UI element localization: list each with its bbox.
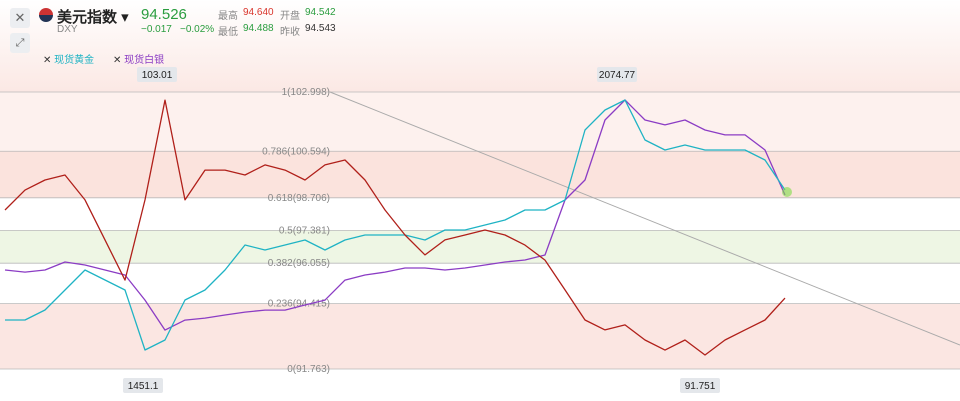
series-line — [4, 99, 786, 331]
code: DXY — [57, 24, 78, 35]
series-line — [5, 99, 786, 351]
annotation-box — [597, 67, 637, 82]
level-label: 0.786(100.594) — [262, 146, 330, 157]
level-label: 0.5(97.381) — [279, 225, 330, 236]
band — [0, 230, 960, 264]
open: 94.542 — [305, 7, 336, 18]
level-label: 1(102.998) — [282, 87, 330, 98]
flag-icon — [39, 8, 53, 22]
live-dot — [782, 187, 792, 197]
legend-label: 现货白银 — [124, 55, 165, 66]
title[interactable]: 美元指数 ▾ — [57, 9, 129, 26]
low: 94.488 — [243, 23, 274, 34]
annotation: 103.01 — [142, 70, 173, 81]
band — [0, 197, 960, 231]
high: 94.640 — [243, 7, 274, 18]
annotation: 91.751 — [685, 381, 716, 392]
change-pct: −0.02% — [180, 24, 215, 35]
level-label: 0(91.763) — [287, 364, 330, 375]
prev-label: 昨收 — [280, 27, 300, 38]
tool-button[interactable]: ⤢ — [10, 33, 30, 53]
annotation-box — [137, 67, 177, 82]
legend-label: 现货黄金 — [54, 55, 95, 66]
band — [0, 92, 960, 152]
trend-line — [329, 91, 960, 346]
series-line — [4, 99, 786, 356]
title-text: 美元指数 — [57, 9, 118, 26]
change: −0.017 — [141, 24, 172, 35]
annotation: 2074.77 — [599, 70, 636, 81]
level-label: 0.236(94.415) — [268, 299, 330, 310]
high-label: 最高 — [218, 11, 238, 22]
band — [0, 263, 960, 304]
annotation-box — [123, 378, 163, 393]
close-button[interactable]: ✕ — [10, 8, 30, 28]
band — [0, 303, 960, 369]
legend-item[interactable]: ✕ 现货白银 — [113, 55, 165, 66]
open-label: 开盘 — [280, 11, 300, 22]
level-label: 0.382(96.055) — [268, 258, 330, 269]
legend-item[interactable]: ✕ 现货黄金 — [43, 55, 95, 66]
annotation: 1451.1 — [128, 381, 159, 392]
price: 94.526 — [141, 6, 187, 23]
level-label: 0.618(98.706) — [268, 193, 330, 204]
band — [0, 151, 960, 198]
low-label: 最低 — [218, 27, 238, 38]
prev: 94.543 — [305, 23, 336, 34]
annotation-box — [680, 378, 720, 393]
